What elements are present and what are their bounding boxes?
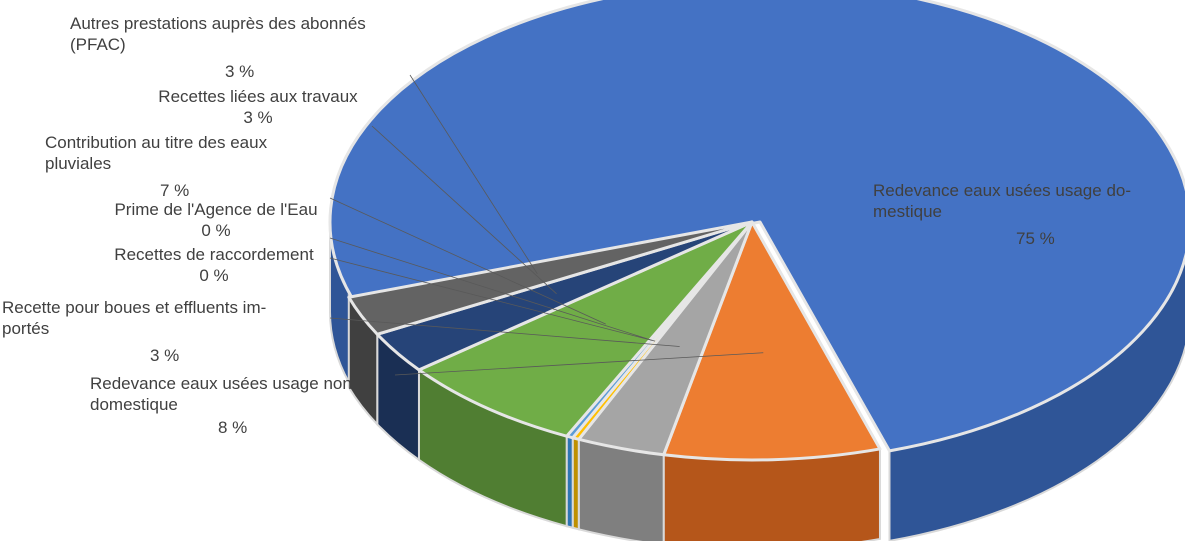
label-recettes-travaux-name: Recettes liées aux travaux bbox=[158, 87, 358, 106]
label-recette-boues: Recette pour boues et effluents im- port… bbox=[2, 297, 332, 366]
leader-line-raccordement bbox=[329, 257, 656, 342]
label-recettes-raccordement: Recettes de raccordement 0 % bbox=[96, 244, 332, 286]
label-recettes-travaux: Recettes liées aux travaux 3 % bbox=[143, 86, 373, 128]
label-contribution-pluviales-name: Contribution au titre des eaux pluviales bbox=[45, 133, 268, 173]
label-redevance-domestique-value: 75 % bbox=[1016, 229, 1055, 248]
label-contribution-pluviales: Contribution au titre des eaux pluviales… bbox=[45, 132, 335, 201]
label-redevance-non-domestique-name: Redevance eaux usées usage non domestiqu… bbox=[90, 374, 352, 414]
leader-line-autres bbox=[409, 74, 538, 274]
label-redevance-domestique-name: Redevance eaux usées usage do- mestique bbox=[873, 181, 1132, 221]
label-recettes-travaux-value: 3 % bbox=[243, 108, 273, 127]
label-recette-boues-value: 3 % bbox=[150, 346, 180, 365]
label-contribution-pluviales-value: 7 % bbox=[160, 181, 190, 200]
label-autres-prestations: Autres prestations auprès des abonnés (P… bbox=[70, 13, 410, 82]
label-recettes-raccordement-value: 0 % bbox=[199, 266, 229, 285]
label-autres-prestations-name: Autres prestations auprès des abonnés (P… bbox=[70, 14, 366, 54]
leader-line-pluviales bbox=[329, 197, 606, 325]
label-redevance-domestique: Redevance eaux usées usage do- mestique … bbox=[873, 180, 1173, 249]
label-redevance-non-domestique: Redevance eaux usées usage non domestiqu… bbox=[90, 373, 380, 438]
label-redevance-non-domestique-value: 8 % bbox=[218, 418, 248, 437]
label-recette-boues-name: Recette pour boues et effluents im- port… bbox=[2, 298, 267, 338]
pie-slice-autres bbox=[347, 220, 754, 336]
label-autres-prestations-value: 3 % bbox=[225, 62, 255, 81]
pie-slice-pluviales bbox=[417, 220, 754, 438]
label-recettes-raccordement-name: Recettes de raccordement bbox=[114, 245, 314, 264]
leader-line-boues bbox=[329, 317, 680, 347]
label-prime-agence: Prime de l'Agence de l'Eau 0 % bbox=[96, 199, 336, 241]
leader-line-travaux bbox=[371, 125, 557, 295]
label-prime-agence-name: Prime de l'Agence de l'Eau bbox=[114, 200, 318, 219]
leader-line-prime-agence bbox=[329, 237, 652, 341]
pie-slice-domestique bbox=[328, 0, 1185, 453]
pie-side-non-domestique bbox=[662, 447, 881, 541]
label-prime-agence-value: 0 % bbox=[201, 221, 231, 240]
leader-line-non-domestique bbox=[394, 352, 764, 376]
pie-slice-non-domestique bbox=[662, 220, 882, 462]
